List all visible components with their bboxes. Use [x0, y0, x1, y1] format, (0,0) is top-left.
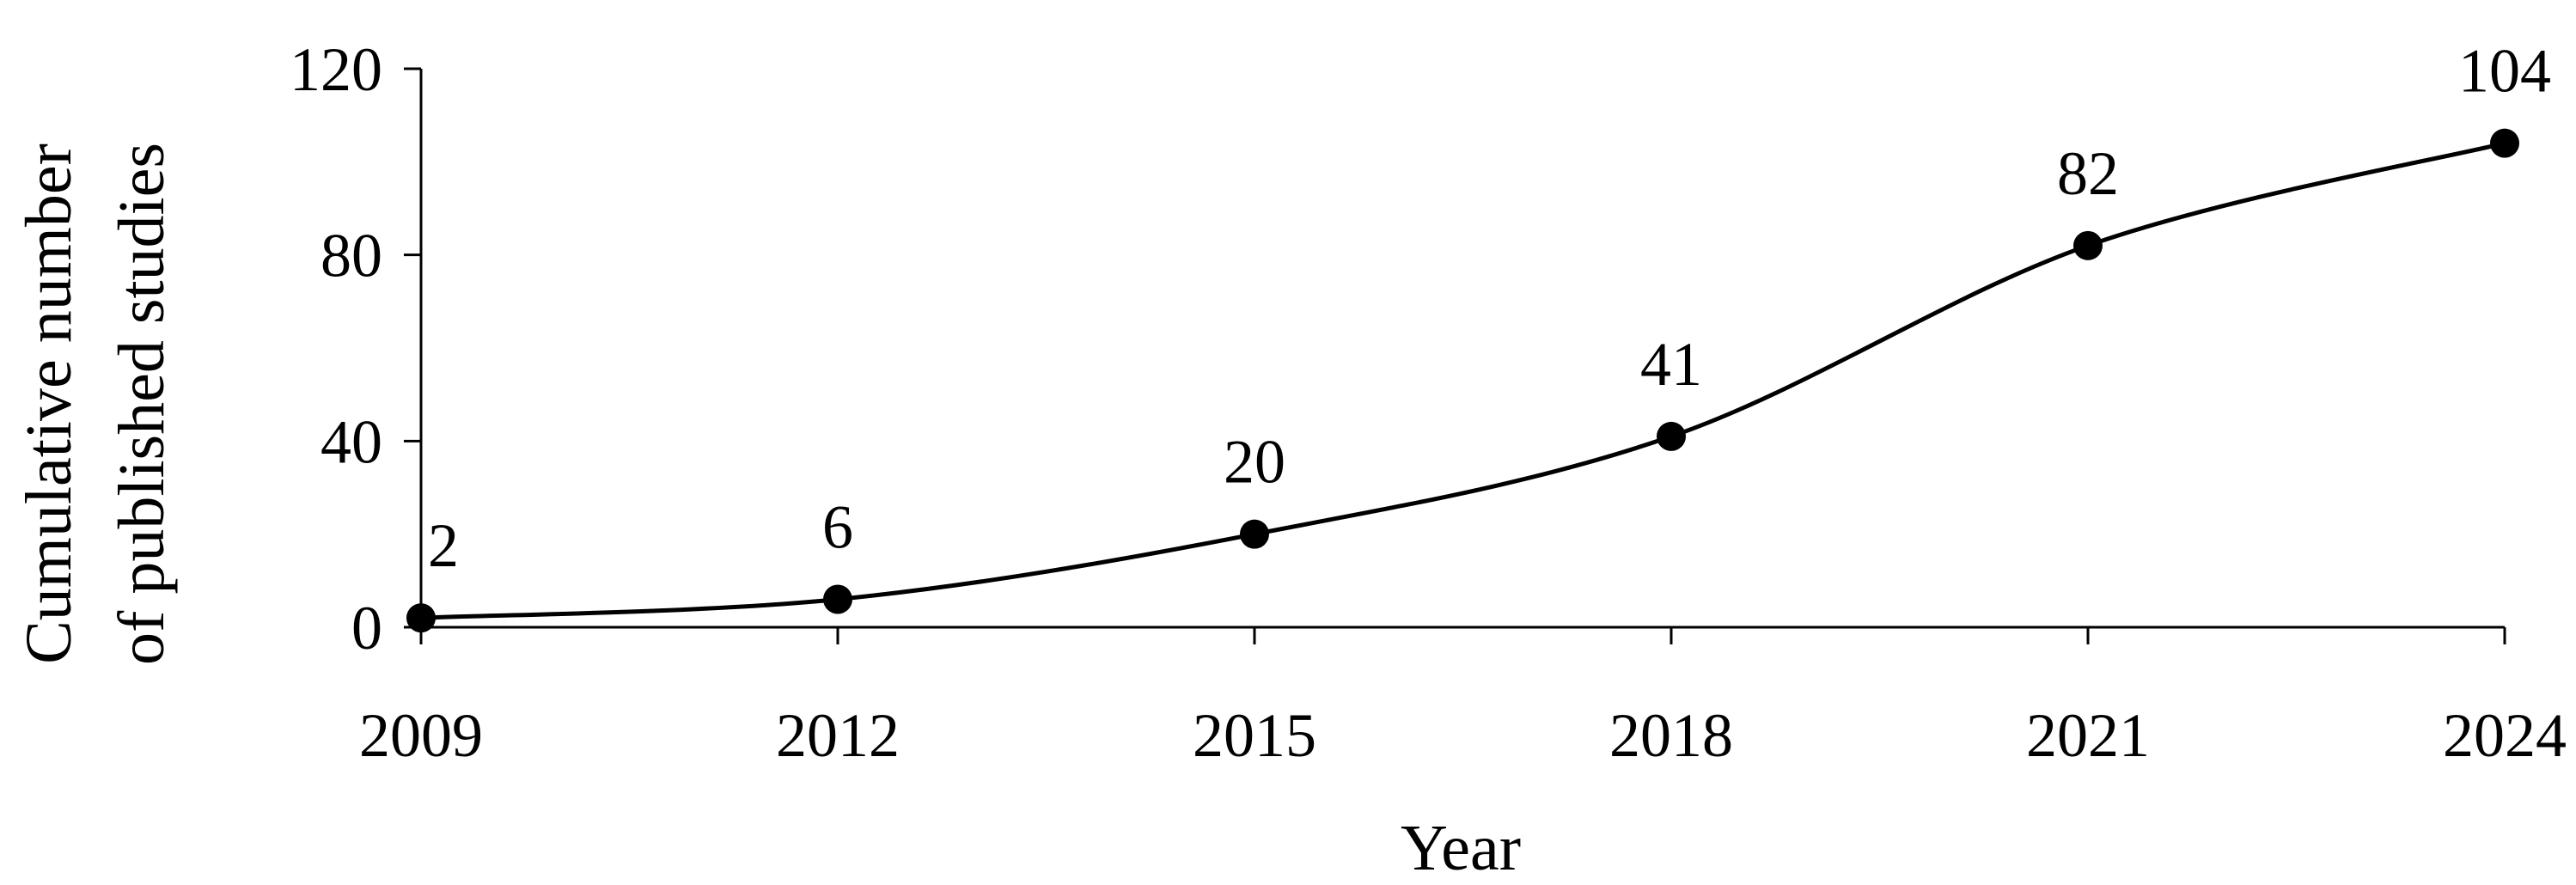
x-axis-ticks: 2009 2012 2015 2018 2021 2024 — [359, 627, 2567, 770]
data-point — [1240, 519, 1269, 549]
data-labels: 2 6 20 41 82 104 — [428, 37, 2551, 581]
x-axis-title: Year — [1401, 812, 1521, 884]
x-tick-label: 2015 — [1193, 701, 1316, 770]
data-label: 104 — [2458, 37, 2551, 106]
x-tick-label: 2024 — [2443, 701, 2567, 770]
y-tick-label: 0 — [351, 594, 382, 662]
x-tick-label: 2009 — [359, 701, 483, 770]
data-point — [2073, 230, 2103, 260]
data-point — [823, 584, 852, 614]
y-axis-title: Cumulative number of published studies — [13, 143, 178, 665]
data-label: 41 — [1640, 330, 1702, 399]
y-tick-label: 80 — [320, 222, 382, 290]
data-label: 2 — [428, 511, 459, 580]
data-label: 20 — [1224, 428, 1285, 497]
y-axis-ticks: 0 40 80 120 — [290, 35, 421, 662]
y-axis-title-line-1: Cumulative number — [13, 143, 85, 664]
data-points — [406, 128, 2519, 633]
x-tick-label: 2021 — [2026, 701, 2150, 770]
y-tick-label: 120 — [290, 35, 382, 104]
y-axis-title-line-2: of published studies — [106, 143, 178, 665]
data-point — [1657, 421, 1686, 451]
y-tick-label: 40 — [320, 407, 382, 476]
data-label: 6 — [822, 493, 853, 562]
x-tick-label: 2018 — [1609, 701, 1733, 770]
data-point — [406, 603, 436, 633]
x-tick-label: 2012 — [776, 701, 900, 770]
series-line — [420, 141, 2506, 620]
data-point — [2490, 128, 2519, 158]
data-label: 82 — [2057, 139, 2119, 208]
axes — [419, 69, 2505, 629]
